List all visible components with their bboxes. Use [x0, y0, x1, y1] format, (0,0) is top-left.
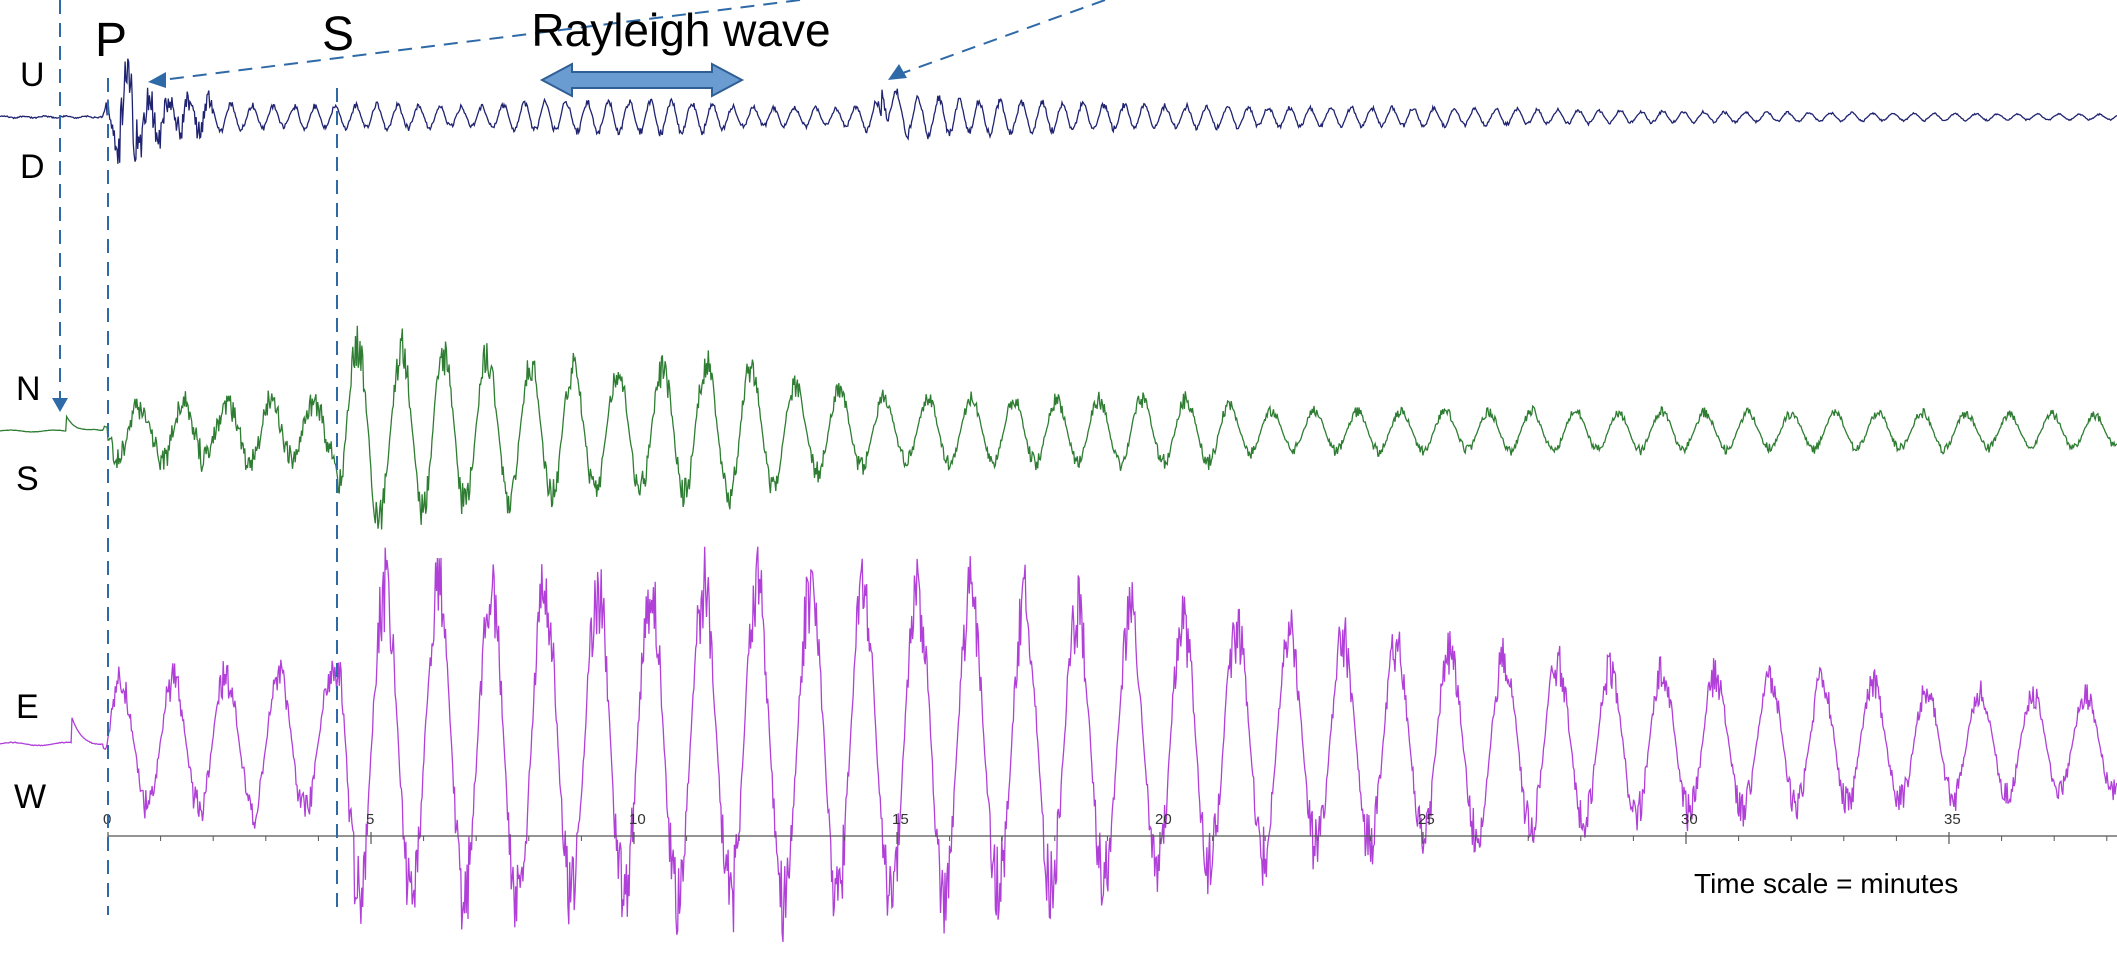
annotations: P S Rayleigh wave [52, 0, 1106, 915]
tick-label-35: 35 [1944, 811, 1961, 828]
rayleigh-double-arrow [539, 62, 745, 98]
tick-label-10: 10 [629, 811, 646, 828]
tick-label-20: 20 [1155, 811, 1172, 828]
time-scale-label: Time scale = minutes [1694, 868, 1958, 899]
trace-ns [0, 325, 2117, 530]
p-arrowhead [148, 72, 166, 88]
tick-label-15: 15 [892, 811, 909, 828]
ew-top-label: E [16, 688, 39, 726]
event-arrow-line [899, 0, 1106, 75]
ns-top-label: N [16, 370, 41, 408]
tick-label-30: 30 [1681, 811, 1698, 828]
p-wave-label: P [95, 14, 127, 67]
ns-bottom-label: S [16, 460, 39, 498]
s-wave-label: S [322, 8, 354, 61]
event-arrowhead [888, 64, 907, 80]
trace-ud [0, 58, 2117, 164]
time-axis: 0 5 10 15 20 25 30 35 Time scale = minut… [103, 811, 2117, 899]
ud-top-label: U [20, 56, 45, 94]
tick-label-25: 25 [1418, 811, 1435, 828]
channel-labels: U D N S E W [14, 56, 46, 816]
minor-ticks [107, 836, 2108, 841]
p-arrow-line [161, 0, 801, 81]
ud-bottom-label: D [20, 148, 45, 186]
major-ticks [107, 832, 1950, 844]
trace-ew [0, 546, 2117, 943]
left-dashed-arrowhead [52, 398, 68, 412]
ew-bottom-label: W [14, 778, 46, 816]
tick-label-5: 5 [366, 811, 374, 828]
traces [0, 58, 2117, 943]
rayleigh-wave-label: Rayleigh wave [531, 4, 830, 56]
